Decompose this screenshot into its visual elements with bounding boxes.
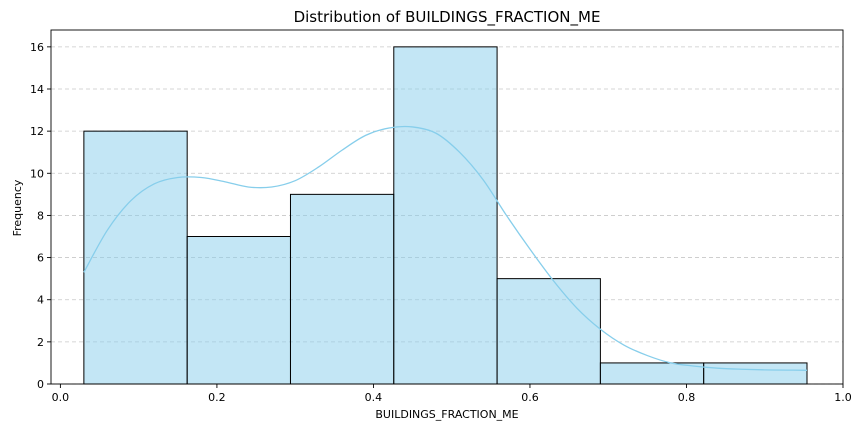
y-axis-label: Frequency [11,179,24,236]
bars [83,46,808,385]
y-tick-label: 10 [30,167,44,180]
x-tick-label: 0.0 [52,391,70,404]
histogram-bar [83,130,188,385]
axes: 0.0 0.2 0.4 0.6 0.8 1.0 0 2 4 6 8 10 12 14 16 [30,29,852,404]
histogram-bar [703,362,808,385]
kde-curve [83,125,808,371]
y-tick-label: 2 [37,336,44,349]
x-tick-label: 0.6 [521,391,539,404]
y-tick-label: 6 [37,252,44,265]
x-tick-label: 0.2 [208,391,226,404]
y-tick-label: 12 [30,125,44,138]
histogram-bar [186,236,291,385]
y-tick-label: 14 [30,83,44,96]
y-tick-label: 4 [37,294,44,307]
histogram-bar [393,46,498,385]
chart-title: Distribution of BUILDINGS_FRACTION_ME [294,8,601,27]
y-tick-label: 0 [37,378,44,391]
histogram-bar [496,278,601,385]
y-tick-label: 8 [37,209,44,222]
y-tick-label: 16 [30,41,44,54]
x-tick-label: 0.8 [678,391,696,404]
histogram-bar [289,193,395,385]
x-tick-label: 0.4 [365,391,383,404]
plot-frame [50,29,844,385]
x-tick-label: 1.0 [834,391,852,404]
kde-layer [83,125,808,371]
x-axis-label: BUILDINGS_FRACTION_ME [375,408,518,421]
